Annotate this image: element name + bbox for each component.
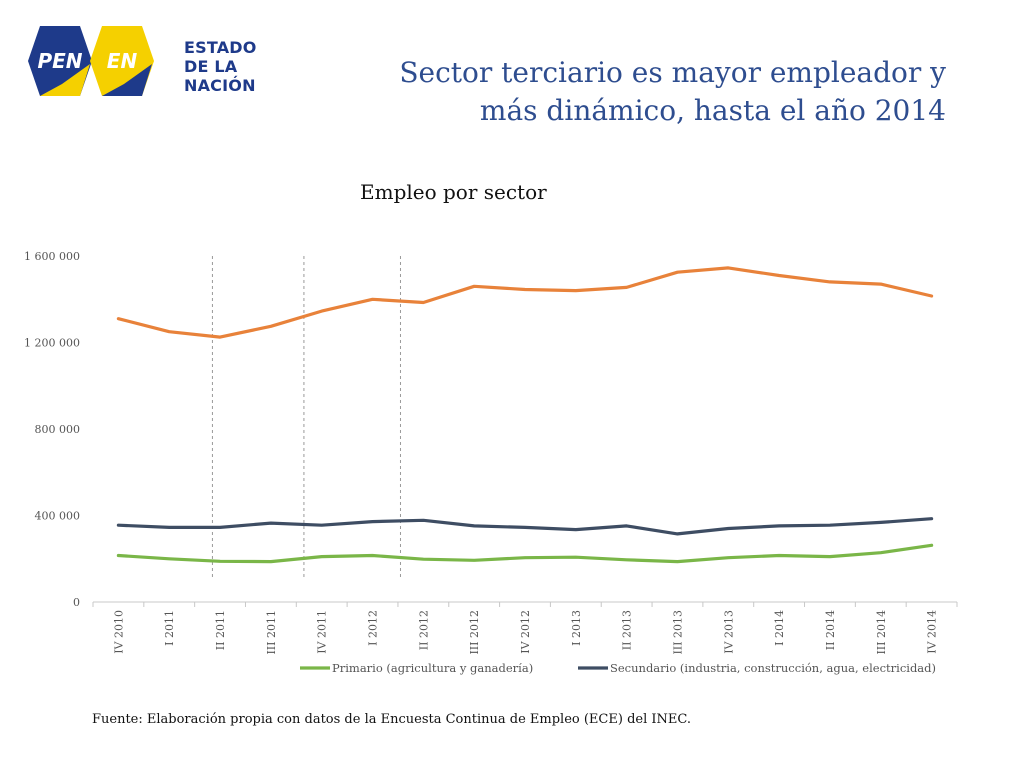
y-tick-label: 1 200 000	[24, 337, 80, 350]
slide-title-line-1: Sector terciario es mayor empleador y	[399, 56, 946, 89]
x-tick-label: IV 2011	[316, 610, 329, 654]
pen-en-logo: PEN EN	[28, 26, 154, 96]
x-tick-label: I 2014	[773, 610, 786, 646]
y-tick-label: 400 000	[35, 510, 81, 523]
x-tick-label: II 2012	[417, 610, 430, 650]
x-axis-ticks: IV 2010 I 2011 II 2011 III 2011 IV 2011 I 201…	[92, 602, 958, 655]
y-tick-label: 0	[73, 596, 80, 609]
chart-title: Empleo por sector	[360, 180, 547, 204]
logo-line-2: DE LA NACIÓN	[184, 57, 256, 95]
logo-en-text: EN	[107, 49, 138, 73]
x-tick-label: II 2011	[214, 610, 227, 650]
slide-title: Sector terciario es mayor empleador y má…	[326, 54, 946, 130]
logo-line-1: ESTADO	[184, 38, 257, 57]
x-tick-label: II 2013	[621, 610, 634, 650]
source-note: Fuente: Elaboración propia con datos de …	[92, 712, 691, 727]
logo-wordmark: ESTADO DE LA NACIÓN	[184, 38, 312, 95]
y-tick-label: 800 000	[35, 423, 81, 436]
y-axis-ticks: 0 400 000 800 000 1 200 000 1 600 000	[24, 250, 80, 609]
x-tick-label: II 2014	[824, 610, 837, 650]
logo-pen-text: PEN	[37, 49, 82, 73]
legend-label-0: Primario (agricultura y ganadería)	[332, 661, 533, 675]
pen-yellow-accent	[40, 64, 90, 96]
series-lines	[116, 266, 934, 564]
x-tick-label: IV 2013	[722, 610, 735, 654]
y-tick-label: 1 600 000	[24, 250, 80, 263]
x-tick-label: IV 2014	[926, 610, 939, 654]
x-tick-label: III 2014	[875, 610, 888, 655]
x-tick-label: I 2013	[570, 610, 583, 646]
legend-label-1: Secundario (industria, construcción, agu…	[610, 661, 936, 675]
x-tick-label: I 2012	[367, 610, 380, 646]
logo-group: PEN EN ESTADO DE LA NACIÓN	[22, 26, 312, 96]
slide-title-line-2: más dinámico, hasta el año 2014	[479, 94, 946, 127]
x-tick-label: I 2011	[163, 610, 176, 646]
series-line-1	[116, 517, 934, 536]
x-tick-label: III 2011	[265, 610, 278, 655]
series-line-0	[116, 266, 934, 339]
chart-legend: Primario (agricultura y ganadería) Secund…	[300, 661, 936, 675]
x-tick-label: III 2012	[468, 610, 481, 655]
x-tick-label: IV 2012	[519, 610, 532, 654]
en-blue-accent	[102, 64, 152, 96]
x-tick-label: IV 2010	[112, 610, 125, 654]
employment-line-chart: IV 2010 I 2011 II 2011 III 2011 IV 2011 I 201…	[24, 250, 958, 675]
series-line-2	[116, 543, 934, 564]
x-tick-label: III 2013	[671, 610, 684, 655]
vertical-markers	[211, 256, 401, 578]
